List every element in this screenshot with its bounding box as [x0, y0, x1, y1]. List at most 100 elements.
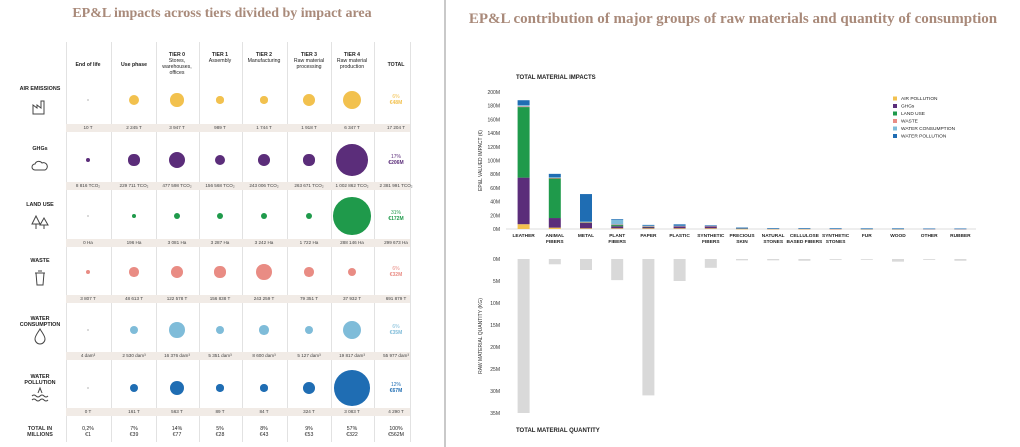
y-tick-label: 0M	[493, 257, 500, 263]
y-tick-label: 35M	[490, 411, 500, 417]
impact-bubble	[87, 329, 89, 331]
quantity-cell: 0 Ha	[83, 240, 93, 245]
quantity-bar	[736, 259, 748, 261]
stacked-bar-segment	[642, 226, 655, 229]
impact-bubble	[85, 269, 91, 275]
impact-bubble	[258, 154, 270, 166]
stacked-bar-segment	[829, 228, 842, 229]
quantity-cell: 3 807 T	[80, 296, 96, 301]
stacked-bar-segment	[704, 225, 717, 227]
impact-bubble	[333, 197, 371, 235]
impact-bubble	[342, 320, 362, 340]
stacked-bar-segment	[548, 177, 561, 179]
quantity-cell: 2 245 T	[126, 125, 142, 130]
stacked-bar-segment	[798, 228, 811, 229]
stacked-bar-segment	[892, 228, 904, 229]
impact-bubble	[303, 94, 315, 106]
impact-bubble	[129, 325, 139, 335]
impact-bubble	[260, 384, 268, 392]
drop-icon	[30, 326, 50, 346]
impact-bubble	[215, 325, 225, 335]
stacked-bar-segment	[517, 177, 530, 225]
impact-bubble	[131, 213, 137, 219]
quantity-band	[66, 182, 410, 190]
row-total-pct: 6%	[392, 94, 400, 100]
quantity-cell: 1 722 Ha	[299, 240, 319, 245]
stacked-bar-segment	[548, 227, 561, 229]
column-header: TIER 1 Assembly	[199, 52, 241, 64]
y-tick-label: 100M	[487, 159, 500, 165]
quantity-cell: 477 598 TCO₂	[162, 183, 192, 188]
footer-cell: 100% €562M	[388, 426, 404, 438]
matrix-title: EP&L impacts across tiers divided by imp…	[72, 6, 372, 21]
row-total: 17% €206M	[378, 154, 414, 166]
stacked-bar-segment	[548, 178, 561, 219]
category-label: PRECIOUS	[729, 233, 755, 239]
y-tick-label: 10M	[490, 301, 500, 307]
stacked-bar-segment	[611, 228, 624, 229]
row-total-pct: 17%	[390, 154, 401, 160]
impact-bubble	[342, 90, 362, 110]
stacked-bar-segment	[517, 224, 530, 229]
stacked-bar-segment	[642, 228, 655, 229]
quantity-cell: 243 259 T	[253, 296, 275, 301]
stacked-bar-segment	[548, 177, 561, 178]
impact-bubble	[216, 384, 224, 392]
stacked-bar-segment	[611, 219, 624, 225]
category-label: LEATHER	[512, 233, 535, 239]
impact-bubble	[260, 96, 268, 104]
impact-bubble	[334, 370, 370, 406]
quantity-cell: 1 918 T	[301, 125, 317, 130]
row-total-quantity: 17 204 T	[386, 125, 406, 130]
impact-bubble	[256, 264, 272, 280]
quantity-bar	[548, 259, 561, 265]
total-header: TOTAL	[387, 62, 405, 68]
y-tick-label: 20M	[490, 213, 500, 219]
category-label: STONES	[826, 239, 846, 245]
row-label: WASTE	[30, 258, 50, 264]
stacked-bar-segment	[673, 228, 686, 229]
cloud-icon	[30, 156, 50, 176]
stacked-bar-segment	[954, 228, 967, 230]
impact-bubble	[169, 322, 185, 338]
row-total: 12% €67M	[378, 382, 414, 394]
impact-bubble	[128, 154, 140, 166]
chart-panel-title: EP&L contribution of major groups of raw…	[468, 11, 998, 27]
impact-bubble	[214, 154, 226, 166]
quantity-cell: 10 T	[83, 125, 93, 130]
quantity-cell: 1 002 862 TCO₂	[335, 183, 369, 188]
row-total-quantity: 55 977 dam³	[383, 353, 409, 358]
row-total-pct: 12%	[390, 382, 401, 388]
stacked-bar-segment	[736, 227, 748, 229]
row-total-amount: €67M	[389, 388, 403, 394]
quantity-cell: 0 T	[84, 409, 92, 414]
quantity-cell: 5 127 dam³	[297, 353, 321, 358]
quantity-cell: 84 T	[259, 409, 269, 414]
stacked-bar-segment	[704, 225, 717, 226]
quantity-cell: 19 817 dam³	[339, 353, 365, 358]
category-label: METAL	[578, 233, 594, 239]
stacked-bar-segment	[611, 224, 624, 227]
y-tick-label: 0M	[493, 227, 500, 233]
row-label: WATER CONSUMPTION	[19, 316, 61, 328]
quantity-cell: 243 006 TCO₂	[249, 183, 279, 188]
quantity-band	[66, 239, 410, 247]
quantity-cell: 48 613 T	[124, 296, 144, 301]
row-total-quantity: 691 879 T	[385, 296, 407, 301]
stacked-bar-segment	[736, 228, 748, 230]
category-label: RUBBER	[950, 233, 971, 239]
impact-bubble	[347, 267, 357, 277]
impact-bubble	[168, 151, 186, 169]
quantity-cell: 5 351 dam³	[208, 353, 232, 358]
category-label: NATURAL	[762, 233, 785, 239]
quantity-cell: 3 081 Ha	[167, 240, 187, 245]
grid-line	[410, 42, 411, 442]
quantity-cell: 288 146 Ha	[340, 240, 364, 245]
footer-cell: 0,2% €1	[82, 426, 94, 438]
legend-swatch	[893, 134, 897, 138]
quantity-cell: 122 578 T	[166, 296, 188, 301]
quantity-cell: 8 600 dam³	[252, 353, 276, 358]
impact-bubble	[303, 154, 315, 166]
y-tick-label: 60M	[490, 186, 500, 192]
row-total-quantity: 2 381 991 TCO₂	[379, 183, 413, 188]
